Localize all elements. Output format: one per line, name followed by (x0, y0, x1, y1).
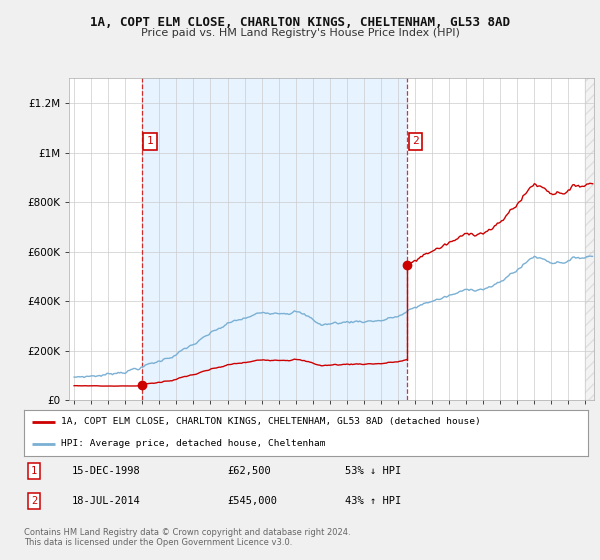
Text: 1: 1 (31, 466, 37, 476)
Bar (586, 78, 600, 400)
Text: 15-DEC-1998: 15-DEC-1998 (72, 466, 140, 476)
Text: 1A, COPT ELM CLOSE, CHARLTON KINGS, CHELTENHAM, GL53 8AD (detached house): 1A, COPT ELM CLOSE, CHARLTON KINGS, CHEL… (61, 417, 481, 427)
Text: Contains HM Land Registry data © Crown copyright and database right 2024.
This d: Contains HM Land Registry data © Crown c… (24, 528, 350, 547)
Text: 18-JUL-2014: 18-JUL-2014 (72, 496, 140, 506)
Text: 1: 1 (147, 136, 154, 146)
Text: 2: 2 (31, 496, 37, 506)
Bar (142, 78, 407, 400)
Text: 43% ↑ HPI: 43% ↑ HPI (346, 496, 402, 506)
Text: £62,500: £62,500 (227, 466, 271, 476)
Text: 2: 2 (412, 136, 419, 146)
Text: Price paid vs. HM Land Registry's House Price Index (HPI): Price paid vs. HM Land Registry's House … (140, 28, 460, 38)
Text: 53% ↓ HPI: 53% ↓ HPI (346, 466, 402, 476)
Text: £545,000: £545,000 (227, 496, 277, 506)
Text: HPI: Average price, detached house, Cheltenham: HPI: Average price, detached house, Chel… (61, 439, 325, 448)
Text: 1A, COPT ELM CLOSE, CHARLTON KINGS, CHELTENHAM, GL53 8AD: 1A, COPT ELM CLOSE, CHARLTON KINGS, CHEL… (90, 16, 510, 29)
